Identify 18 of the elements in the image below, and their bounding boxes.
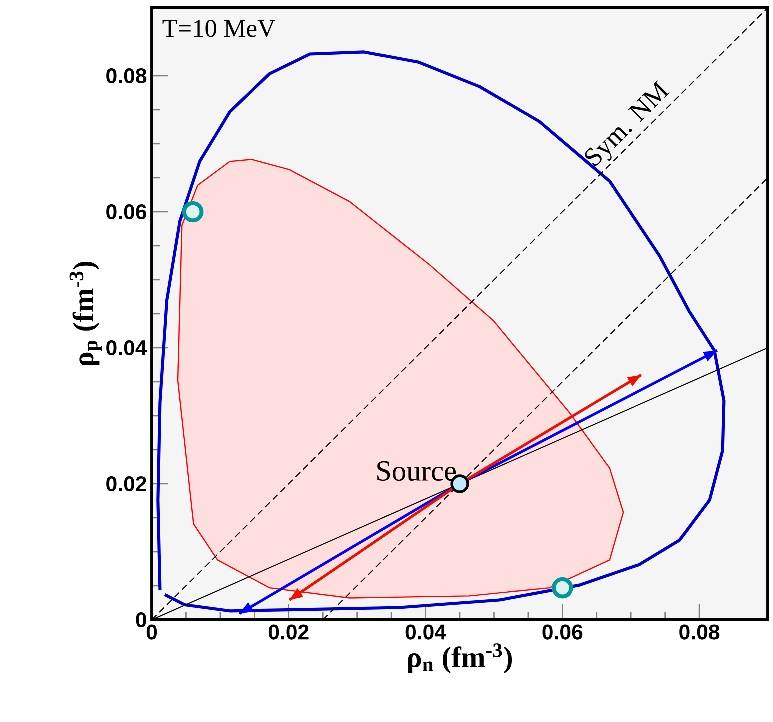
y-tick-label: 0.04 — [106, 340, 148, 356]
x-tick-label: 0.08 — [680, 624, 720, 640]
x-tick-label: 0.02 — [268, 624, 309, 640]
x-tick-label: 0 — [146, 624, 158, 640]
y-axis-title: ρ$_{p}$ (fm$^{-3}$) — [70, 262, 102, 366]
y-tick-label: 0 — [136, 612, 146, 628]
annotation: Source — [378, 461, 456, 482]
y-tick-label: 0.08 — [106, 68, 147, 84]
point — [552, 577, 574, 599]
x-tick-label: 0.04 — [406, 624, 446, 640]
x-axis-title: ρ$_{n}$ (fm$^{-3}$) — [408, 644, 512, 674]
point — [182, 201, 204, 223]
annotation: T=10 MeV — [162, 20, 276, 38]
y-tick-label: 0.06 — [106, 204, 147, 220]
y-tick-label: 0.02 — [106, 476, 146, 492]
x-tick-label: 0.06 — [542, 624, 583, 640]
text: Sym. NM — [585, 80, 670, 167]
line-series — [156, 50, 726, 613]
